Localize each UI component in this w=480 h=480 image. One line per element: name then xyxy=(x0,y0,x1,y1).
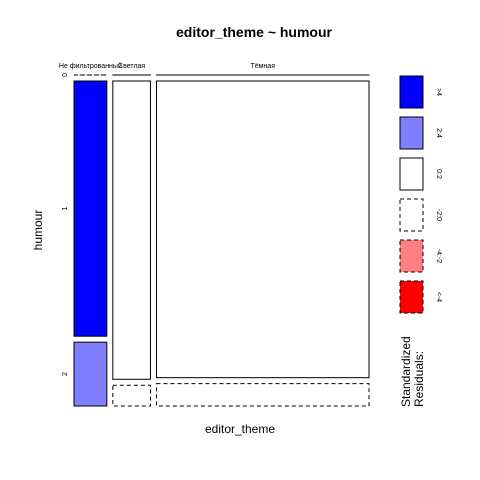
legend: >4 2:4 0:2 -2:0 -4:-2 <-4 xyxy=(399,75,442,314)
tile-1-1 xyxy=(73,80,108,337)
legend-swatch-4 xyxy=(399,198,424,232)
legend-swatch-3 xyxy=(399,157,424,191)
chart-title: editor_theme ~ humour xyxy=(176,24,333,40)
tile-1-2 xyxy=(73,341,108,407)
legend-label-1: >4 xyxy=(435,88,442,96)
legend-label-3: 0:2 xyxy=(435,169,442,179)
legend-label-4: -2:0 xyxy=(435,209,442,221)
y-tick-label-2: 2 xyxy=(62,372,69,376)
legend-title: Standardized Residuals: xyxy=(399,333,426,407)
tile-3-1 xyxy=(155,80,370,379)
legend-title-line-1: Standardized xyxy=(399,336,413,407)
legend-title-line-2: Residuals: xyxy=(412,351,426,407)
legend-label-5: -4:-2 xyxy=(435,249,442,264)
mosaic-tiles xyxy=(73,74,370,407)
x-axis-label: editor_theme xyxy=(205,422,275,436)
legend-swatch-6 xyxy=(399,280,424,314)
legend-swatch-5 xyxy=(399,239,424,273)
tile-3-2 xyxy=(155,383,370,407)
x-tick-label-2: Светлая xyxy=(118,63,145,70)
legend-swatch-1 xyxy=(399,75,424,109)
tile-2-2 xyxy=(112,384,151,407)
legend-label-2: 2:4 xyxy=(435,128,442,138)
y-tick-label-0: 0 xyxy=(62,73,69,77)
y-tick-label-1: 1 xyxy=(62,207,69,211)
legend-swatch-2 xyxy=(399,116,424,150)
y-tick-labels: 0 1 2 xyxy=(62,73,69,376)
x-tick-label-1: Не фильтрованный xyxy=(59,62,122,70)
legend-label-6: <-4 xyxy=(435,292,442,302)
tile-2-1 xyxy=(112,80,151,380)
x-tick-label-3: Тёмная xyxy=(250,63,275,70)
y-axis-label: humour xyxy=(31,210,45,251)
